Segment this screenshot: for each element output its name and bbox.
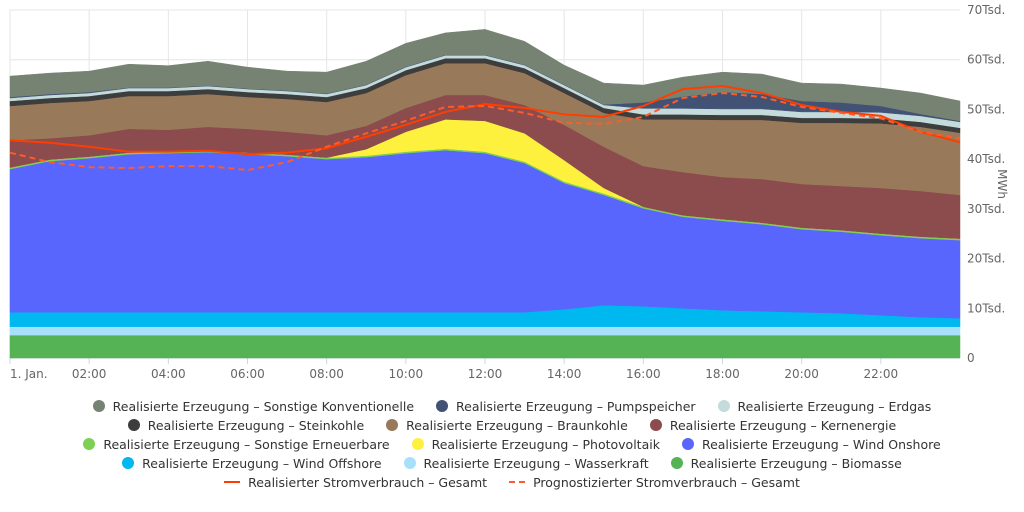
y-tick-label: 10Tsd. [967,301,1005,315]
legend-dot-icon [717,400,730,412]
legend-label: Realisierte Erzeugung – Wind Offshore [142,455,382,471]
line-prognostizierter-verbrauch[interactable] [9,92,961,172]
y-tick-label: 50Tsd. [967,102,1005,116]
x-tick-label: 10:00 [389,367,424,381]
legend-dot-icon [92,400,105,412]
legend-dot-icon [122,457,135,469]
x-tick-label: 14:00 [547,367,582,381]
y-tick-label: 70Tsd. [967,3,1005,17]
legend-item[interactable]: Realisierte Erzeugung – Erdgas [717,398,932,414]
x-tick-label: 22:00 [864,367,899,381]
legend-label: Realisierte Erzeugung – Erdgas [737,398,932,414]
y-axis-label: MWh [995,169,1009,199]
legend-item[interactable]: Realisierter Stromverbrauch – Gesamt [224,474,487,490]
legend-label: Realisierte Erzeugung – Sonstige Konvent… [112,398,415,414]
legend-item[interactable]: Realisierte Erzeugung – Braunkohle [386,417,628,433]
legend-item[interactable]: Realisierte Erzeugung – Steinkohle [127,417,365,433]
area-wasserkraft[interactable] [9,326,961,336]
legend-dot-icon [436,400,449,412]
y-tick-label: 30Tsd. [967,202,1005,216]
legend-label: Realisierte Erzeugung – Wind Onshore [701,436,941,452]
legend-item[interactable]: Realisierte Erzeugung – Sonstige Erneuer… [83,436,390,452]
legend-line-icon [224,481,241,483]
stacked-area-chart: 0 10Tsd. 20Tsd. 30Tsd. 40Tsd. 50Tsd. 60Tsd. 70T… [9,3,1009,381]
legend-dot-icon [649,419,662,431]
legend-label: Realisierte Erzeugung – Braunkohle [406,417,628,433]
y-tick-label: 0 [967,351,975,365]
legend-label: Realisierte Erzeugung – Biomasse [690,455,902,471]
area-sonstige-konventionelle[interactable] [9,29,961,122]
legend-label: Realisierte Erzeugung – Kernenergie [669,417,897,433]
x-tick-label: 06:00 [230,367,265,381]
legend-label: Realisierte Erzeugung – Steinkohle [147,417,365,433]
legend-label: Realisierte Erzeugung – Photovoltaik [431,436,660,452]
legend-dot-icon [386,419,399,431]
legend: Realisierte Erzeugung – Sonstige Konvent… [72,398,952,490]
legend-dot-icon [403,457,416,469]
lines [9,85,961,172]
y-tick-label: 60Tsd. [967,53,1005,67]
x-tick-label: 16:00 [626,367,661,381]
legend-item[interactable]: Realisierte Erzeugung – Sonstige Konvent… [92,398,415,414]
legend-item[interactable]: Realisierte Erzeugung – Photovoltaik [411,436,660,452]
areas [9,29,961,359]
legend-dot-icon [411,438,424,450]
legend-label: Realisierte Erzeugung – Pumpspeicher [456,398,696,414]
legend-dashed-line-icon [509,481,526,483]
legend-item[interactable]: Prognostizierter Stromverbrauch – Gesamt [509,474,800,490]
legend-dot-icon [681,438,694,450]
legend-dot-icon [83,438,96,450]
x-axis-ticks: 1. Jan. 02:00 04:00 06:00 08:00 10:00 12:00 14:… [10,367,898,381]
legend-dot-icon [127,419,140,431]
legend-dot-icon [670,457,683,469]
x-tick-label: 18:00 [705,367,740,381]
legend-item[interactable]: Realisierte Erzeugung – Wind Offshore [122,455,382,471]
legend-label: Realisierter Stromverbrauch – Gesamt [248,474,488,490]
legend-item[interactable]: Realisierte Erzeugung – Pumpspeicher [436,398,696,414]
y-tick-label: 20Tsd. [967,252,1005,266]
y-axis-ticks: 0 10Tsd. 20Tsd. 30Tsd. 40Tsd. 50Tsd. 60Tsd. 70T… [967,3,1005,365]
x-tick-label: 1. Jan. [10,367,48,381]
y-tick-label: 40Tsd. [967,152,1005,166]
line-realisierter-verbrauch[interactable] [9,85,961,156]
x-tick-label: 04:00 [151,367,186,381]
legend-item[interactable]: Realisierte Erzeugung – Biomasse [670,455,902,471]
legend-label: Realisierte Erzeugung – Wasserkraft [423,455,649,471]
x-tick-label: 20:00 [784,367,819,381]
legend-item[interactable]: Realisierte Erzeugung – Wind Onshore [681,436,941,452]
legend-label: Prognostizierter Stromverbrauch – Gesamt [533,474,800,490]
legend-label: Realisierte Erzeugung – Sonstige Erneuer… [103,436,390,452]
x-tick-label: 02:00 [72,367,107,381]
x-tick-label: 12:00 [468,367,503,381]
x-tick-label: 08:00 [309,367,344,381]
area-biomasse[interactable] [9,334,961,359]
legend-item[interactable]: Realisierte Erzeugung – Wasserkraft [403,455,649,471]
legend-item[interactable]: Realisierte Erzeugung – Kernenergie [649,417,897,433]
